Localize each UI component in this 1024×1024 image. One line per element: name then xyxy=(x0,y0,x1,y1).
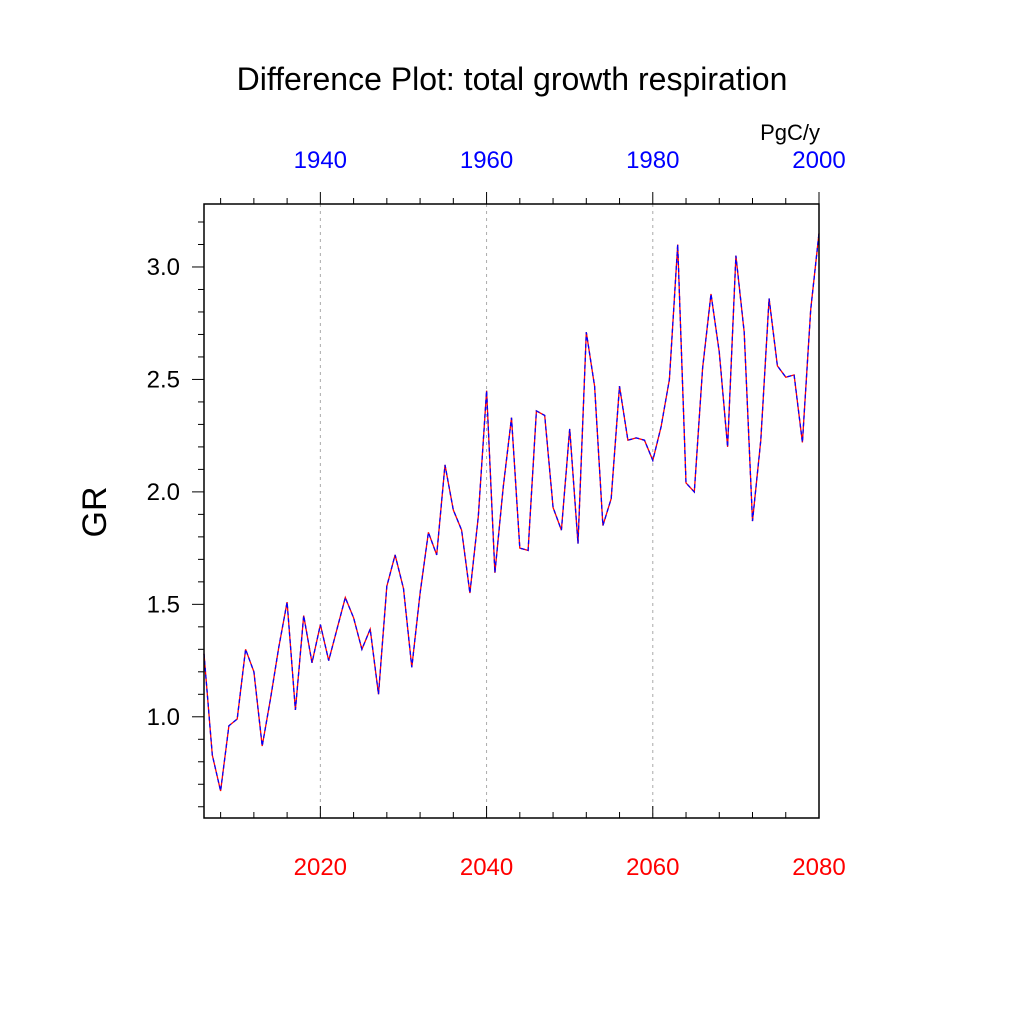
x-tick-label-top: 1980 xyxy=(626,147,679,174)
units-label: PgC/y xyxy=(760,120,820,145)
series-line xyxy=(203,233,820,792)
chart-title: Difference Plot: total growth respiratio… xyxy=(237,61,788,97)
x-tick-label-top: 2000 xyxy=(792,147,845,174)
y-axis-label: GR xyxy=(76,487,114,538)
plot-frame xyxy=(203,203,820,819)
y-tick-label: 2.0 xyxy=(147,479,180,506)
y-tick-label: 1.5 xyxy=(147,591,180,618)
x-tick-label-top: 1960 xyxy=(460,147,513,174)
x-tick-label-bottom: 2040 xyxy=(460,854,513,881)
x-tick-label-bottom: 2060 xyxy=(626,854,679,881)
x-tick-label-bottom: 2080 xyxy=(792,854,845,881)
x-tick-label-top: 1940 xyxy=(294,147,347,174)
label-layer: 2020 2040 2060 2080 1940 1960 1980 2000 1.0 1.5 2.… xyxy=(147,147,846,881)
grid-layer xyxy=(319,204,654,818)
y-tick-label: 3.0 xyxy=(147,254,180,281)
y-tick-label: 2.5 xyxy=(147,366,180,393)
x-tick-label-bottom: 2020 xyxy=(294,854,347,881)
y-tick-label: 1.0 xyxy=(147,704,180,731)
series-layer xyxy=(203,233,820,792)
